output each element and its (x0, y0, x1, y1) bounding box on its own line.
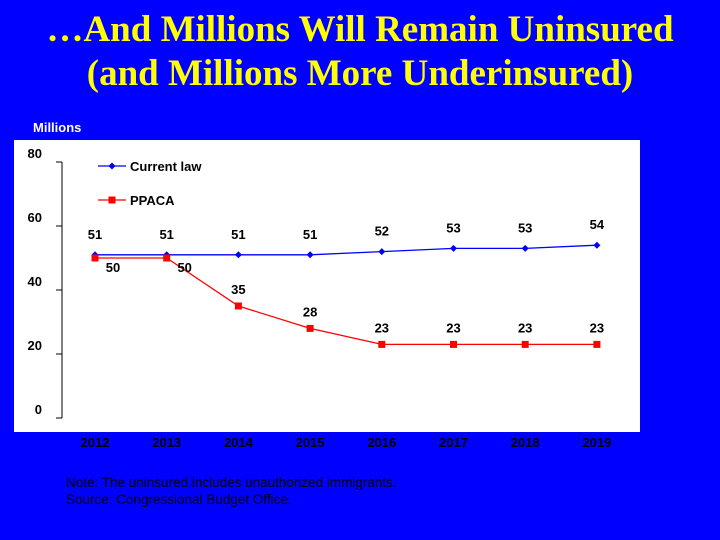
ppaca-data-label: 23 (518, 320, 532, 335)
ppaca-point (521, 340, 529, 348)
legend-label-ppaca: PPACA (130, 193, 175, 208)
current-law-data-label: 52 (375, 224, 389, 239)
current-law-data-label: 51 (159, 227, 173, 242)
current-law-point (378, 248, 386, 256)
plot-area (14, 140, 640, 432)
current-law-data-label: 53 (446, 220, 460, 235)
y-tick-label: 80 (28, 146, 42, 161)
current-law-point (306, 251, 314, 259)
ppaca-point (593, 340, 601, 348)
current-law-data-label: 53 (518, 220, 532, 235)
ppaca-point (234, 302, 242, 310)
ppaca-point (306, 324, 314, 332)
ppaca-data-label: 28 (303, 304, 317, 319)
x-tick-label: 2018 (511, 435, 540, 450)
x-tick-label: 2012 (81, 435, 110, 450)
legend-marker-current-law (108, 162, 116, 170)
x-tick-label: 2015 (296, 435, 325, 450)
y-tick-label: 20 (28, 338, 42, 353)
ppaca-point (91, 254, 99, 262)
ppaca-data-label: 50 (177, 260, 191, 275)
note-text: Note: The uninsured includes unauthorize… (66, 475, 397, 490)
ppaca-data-label: 23 (375, 320, 389, 335)
title-line-1: …And Millions Will Remain Uninsured (46, 9, 674, 50)
x-tick-label: 2016 (367, 435, 396, 450)
ppaca-point (450, 340, 457, 348)
x-tick-label: 2014 (224, 435, 254, 450)
x-tick-label: 2017 (439, 435, 468, 450)
current-law-point (521, 244, 529, 252)
ppaca-data-label: 50 (106, 260, 120, 275)
current-law-point (450, 244, 457, 252)
series-line-ppaca (95, 257, 597, 346)
current-law-data-label: 51 (303, 227, 317, 242)
ppaca-data-label: 23 (446, 320, 460, 335)
x-tick-label: 2019 (582, 435, 611, 450)
current-law-data-label: 54 (590, 217, 605, 232)
source-text: Source: Congressional Budget Office. (66, 492, 292, 507)
current-law-point (593, 241, 601, 249)
ppaca-data-label: 23 (590, 320, 604, 335)
ppaca-data-label: 35 (231, 282, 245, 297)
title-line-2: (and Millions More Underinsured) (86, 53, 634, 94)
series-line-current-law (95, 244, 597, 256)
ppaca-point (378, 340, 386, 348)
legend-label-current-law: Current law (130, 159, 202, 174)
chart-note: Note: The uninsured includes unauthorize… (66, 474, 397, 508)
legend-marker-ppaca (108, 196, 116, 204)
x-tick-label: 2013 (152, 435, 181, 450)
slide-title: …And Millions Will Remain Uninsured (and… (0, 8, 720, 96)
y-tick-label: 0 (35, 402, 42, 417)
current-law-point (234, 251, 242, 259)
y-tick-label: 60 (28, 210, 42, 225)
current-law-data-label: 51 (231, 227, 245, 242)
y-tick-label: 40 (28, 274, 42, 289)
current-law-data-label: 51 (88, 227, 102, 242)
y-axis-label: Millions (33, 120, 81, 135)
ppaca-point (163, 254, 171, 262)
